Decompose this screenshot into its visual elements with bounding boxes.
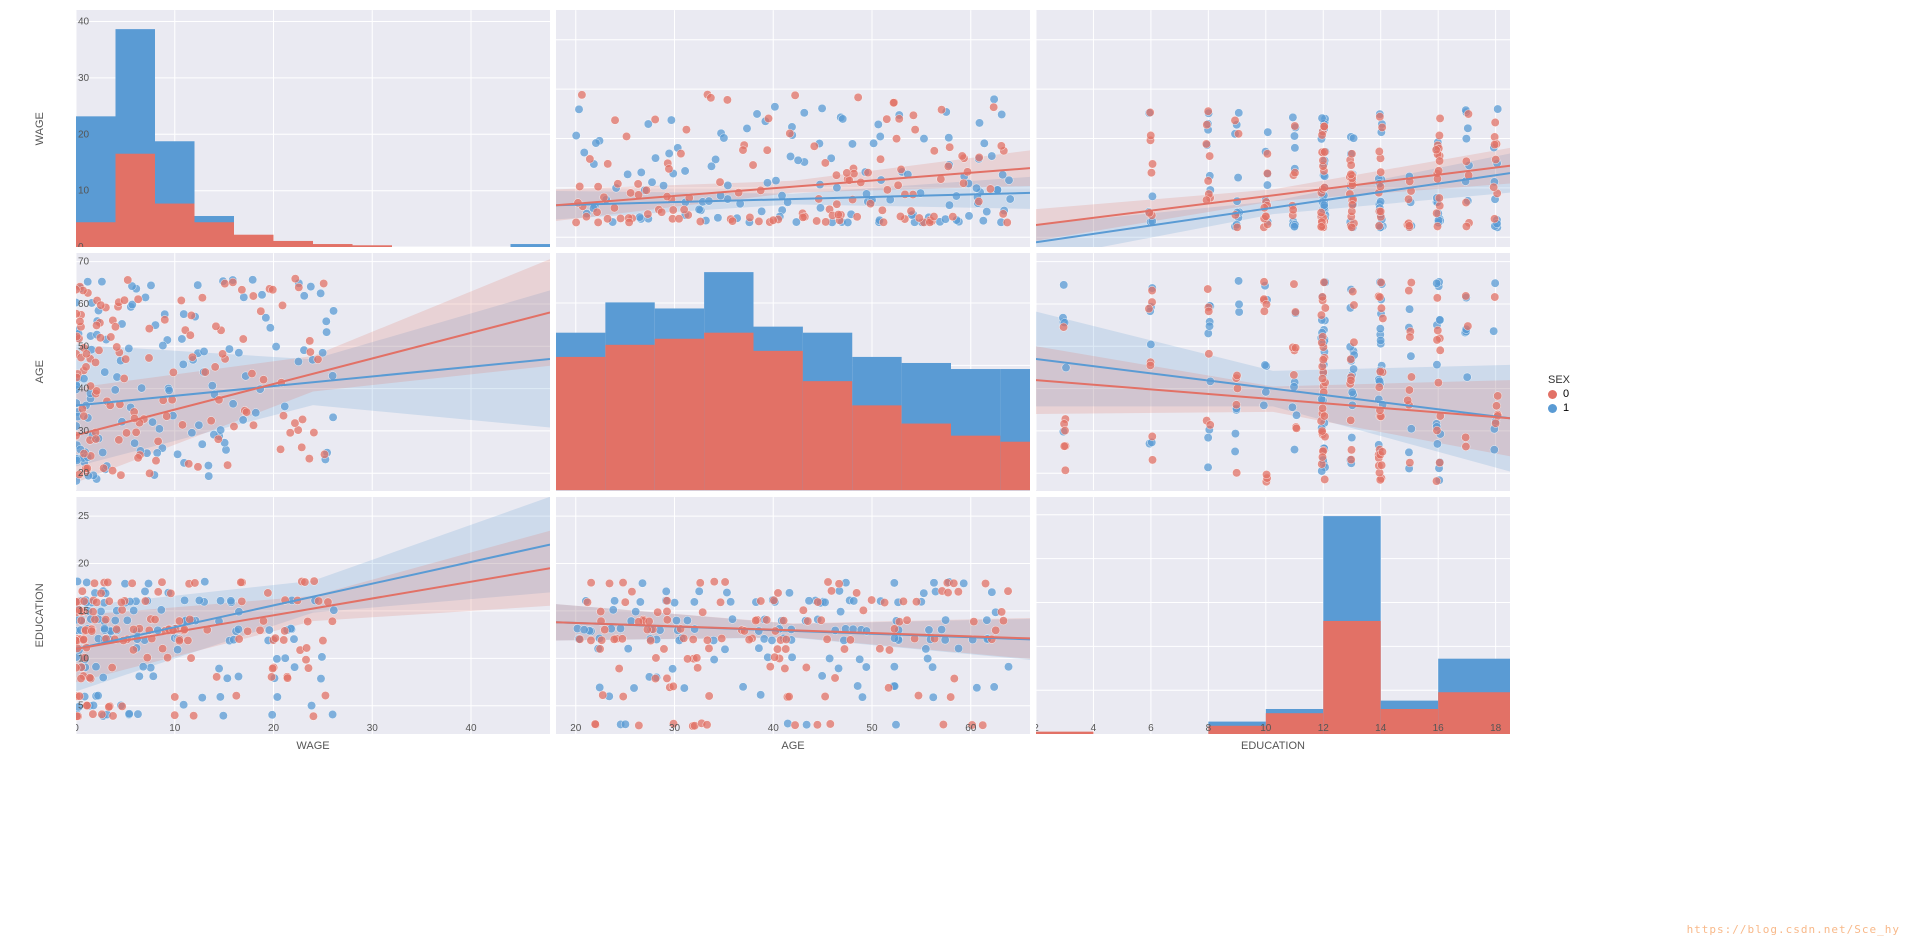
svg-text:25: 25 bbox=[78, 511, 90, 522]
corner-spacer bbox=[10, 740, 70, 770]
svg-text:10: 10 bbox=[1260, 723, 1272, 734]
svg-text:18: 18 bbox=[1490, 723, 1502, 734]
svg-text:60: 60 bbox=[965, 723, 977, 734]
svg-text:30: 30 bbox=[669, 723, 681, 734]
svg-text:4: 4 bbox=[1091, 723, 1097, 734]
legend: SEX 0 1 bbox=[1540, 370, 1578, 418]
svg-text:50: 50 bbox=[78, 342, 90, 353]
svg-text:20: 20 bbox=[78, 129, 90, 140]
svg-text:40: 40 bbox=[78, 384, 90, 395]
svg-text:15: 15 bbox=[78, 606, 90, 617]
legend-dot-1 bbox=[1548, 404, 1557, 413]
svg-text:60: 60 bbox=[78, 299, 90, 310]
panel-age-wage bbox=[556, 10, 1030, 247]
svg-text:70: 70 bbox=[78, 257, 90, 268]
panel-wage-age: 20 30 40 50 60 70 bbox=[76, 253, 550, 490]
svg-text:10: 10 bbox=[169, 723, 181, 734]
svg-text:5: 5 bbox=[78, 700, 84, 711]
svg-text:16: 16 bbox=[1433, 723, 1445, 734]
panel-age-age bbox=[556, 253, 1030, 490]
svg-text:20: 20 bbox=[78, 469, 90, 480]
ylabel-age: AGE bbox=[10, 253, 70, 490]
legend-item-1: 1 bbox=[1548, 402, 1570, 414]
svg-text:0: 0 bbox=[78, 242, 84, 247]
svg-text:10: 10 bbox=[78, 186, 90, 197]
svg-text:12: 12 bbox=[1318, 723, 1330, 734]
svg-text:10: 10 bbox=[78, 653, 90, 664]
svg-text:40: 40 bbox=[465, 723, 477, 734]
panel-education-wage bbox=[1036, 10, 1510, 247]
panel-age-education: 20 30 40 50 60 bbox=[556, 497, 1030, 734]
svg-text:30: 30 bbox=[78, 426, 90, 437]
svg-text:2: 2 bbox=[1036, 723, 1039, 734]
legend-dot-0 bbox=[1548, 390, 1557, 399]
ylabel-education: EDUCATION bbox=[10, 497, 70, 734]
legend-label-0: 0 bbox=[1563, 388, 1569, 400]
svg-text:30: 30 bbox=[78, 73, 90, 84]
xlabel-education: EDUCATION bbox=[1036, 740, 1510, 770]
panel-wage-education: 5 10 15 20 25 0 10 20 30 40 bbox=[76, 497, 550, 734]
svg-text:20: 20 bbox=[268, 723, 280, 734]
xlabel-wage: WAGE bbox=[76, 740, 550, 770]
svg-text:14: 14 bbox=[1375, 723, 1387, 734]
svg-text:8: 8 bbox=[1206, 723, 1212, 734]
pairplot-grid: WAGE 010203040 AGE 203040506070 EDUCATIO… bbox=[10, 10, 1510, 770]
svg-text:40: 40 bbox=[78, 16, 90, 27]
svg-text:6: 6 bbox=[1148, 723, 1154, 734]
panel-wage-wage: 0 10 20 30 40 bbox=[76, 10, 550, 247]
legend-label-1: 1 bbox=[1563, 402, 1569, 414]
svg-text:30: 30 bbox=[367, 723, 379, 734]
xlabel-age: AGE bbox=[556, 740, 1030, 770]
legend-item-0: 0 bbox=[1548, 388, 1570, 400]
svg-text:20: 20 bbox=[570, 723, 582, 734]
panel-education-education: 2 4 6 8 10 12 14 16 18 bbox=[1036, 497, 1510, 734]
watermark-text: https://blog.csdn.net/Sce_hy bbox=[1687, 923, 1900, 936]
svg-text:0: 0 bbox=[76, 723, 79, 734]
panel-education-age bbox=[1036, 253, 1510, 490]
svg-text:20: 20 bbox=[78, 558, 90, 569]
legend-title: SEX bbox=[1548, 374, 1570, 386]
svg-text:50: 50 bbox=[866, 723, 878, 734]
ylabel-wage: WAGE bbox=[10, 10, 70, 247]
svg-text:40: 40 bbox=[768, 723, 780, 734]
